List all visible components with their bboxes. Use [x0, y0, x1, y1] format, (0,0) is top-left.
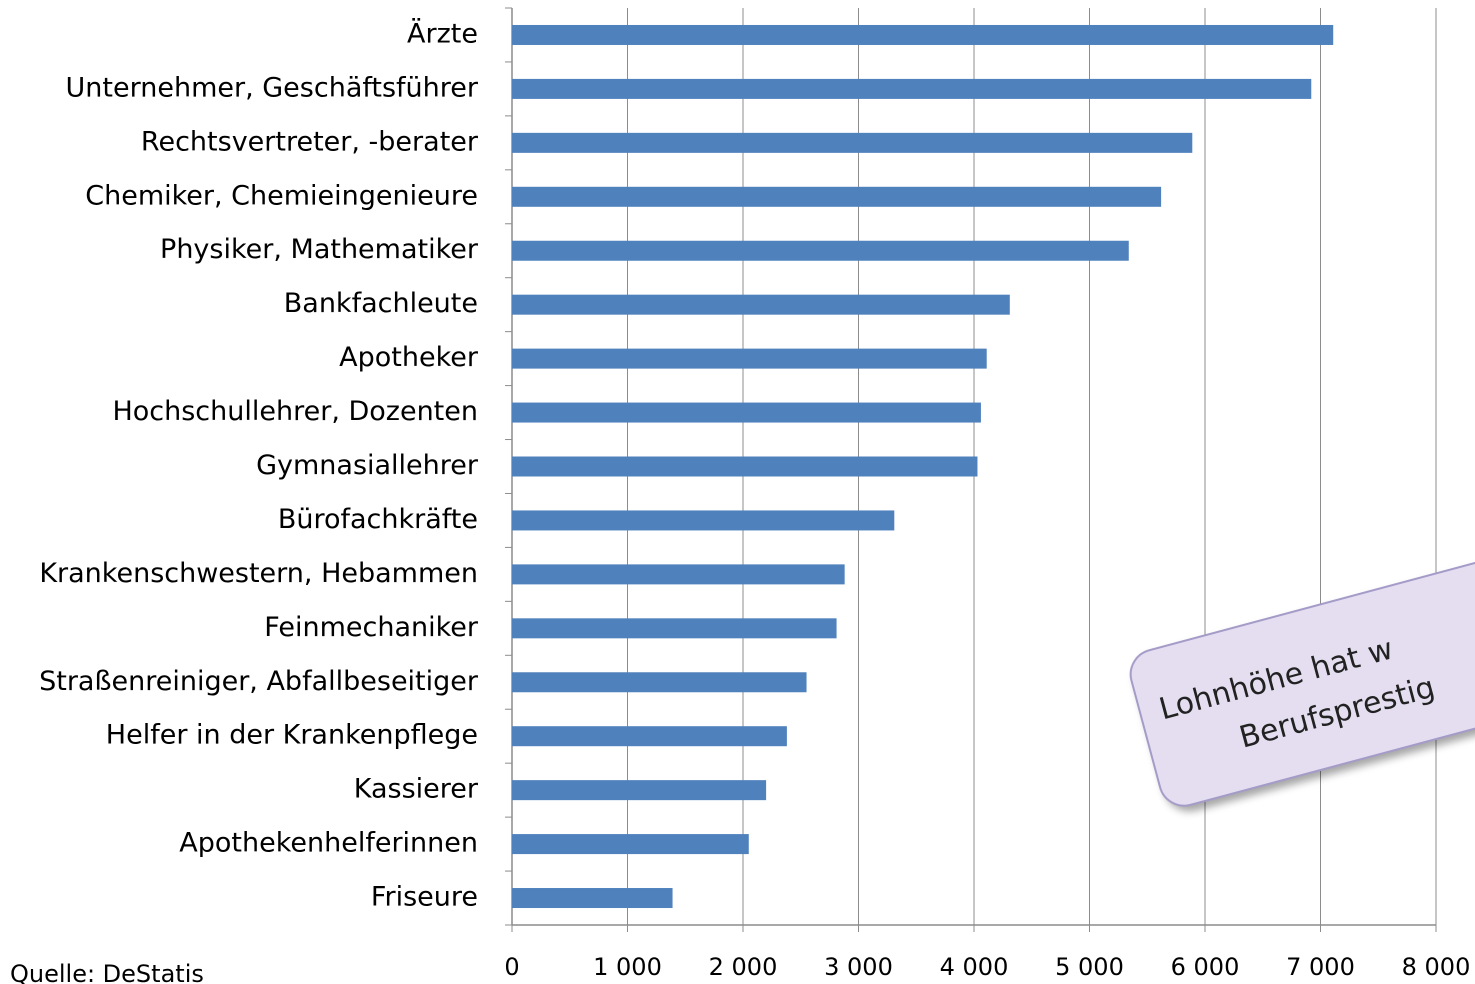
bar — [512, 618, 837, 639]
bar — [512, 240, 1129, 261]
x-tick-label: 4 000 — [940, 953, 1009, 981]
annotation-shape — [1129, 552, 1475, 807]
bar — [512, 132, 1193, 153]
y-tick-label: Hochschullehrer, Dozenten — [112, 396, 478, 427]
x-tick-label: 2 000 — [709, 953, 778, 981]
y-tick-label: Bürofachkräfte — [278, 504, 478, 535]
y-tick-label: Apotheker — [339, 342, 479, 373]
y-tick-label: Krankenschwestern, Hebammen — [39, 558, 478, 589]
bar — [512, 834, 749, 855]
bar — [512, 402, 981, 423]
bar — [512, 510, 895, 531]
bar — [512, 780, 767, 801]
bar — [512, 348, 987, 369]
y-tick-label: Apothekenhelferinnen — [179, 828, 478, 859]
x-tick-label: 6 000 — [1171, 953, 1240, 981]
y-tick-label: Straßenreiniger, Abfallbeseitiger — [39, 666, 479, 697]
x-tick-label: 7 000 — [1286, 953, 1355, 981]
y-tick-label: Unternehmer, Geschäftsführer — [66, 72, 479, 103]
bar — [512, 888, 673, 909]
bar — [512, 726, 787, 747]
y-tick-label: Feinmechaniker — [264, 612, 479, 643]
bar — [512, 78, 1312, 99]
x-tick-label: 0 — [504, 953, 519, 981]
x-tick-label: 5 000 — [1055, 953, 1124, 981]
bar — [512, 564, 845, 585]
y-tick-label: Rechtsvertreter, -berater — [141, 126, 479, 157]
bar — [512, 24, 1334, 45]
y-tick-label: Helfer in der Krankenpflege — [106, 720, 478, 751]
annotation-box: Lohnhöhe hat w Berufsprestig — [1129, 552, 1475, 807]
x-tick-label: 3 000 — [824, 953, 893, 981]
y-tick-label: Friseure — [371, 882, 478, 913]
bar — [512, 186, 1162, 207]
source-note: Quelle: DeStatis — [10, 960, 204, 984]
y-tick-label: Gymnasiallehrer — [256, 450, 479, 481]
y-tick-label: Ärzte — [407, 17, 478, 49]
bar — [512, 456, 978, 477]
y-tick-label: Chemiker, Chemieingenieure — [85, 180, 478, 211]
y-tick-label: Bankfachleute — [284, 288, 478, 319]
y-tick-label: Kassierer — [354, 774, 479, 805]
plot-area: 0 1 000 2 000 3 000 4 000 5 000 6 000 7 000 8 00… — [39, 7, 1471, 981]
x-tick-label: 1 000 — [593, 953, 662, 981]
bar — [512, 672, 807, 693]
y-tick-label: Physiker, Mathematiker — [160, 234, 479, 265]
bar — [512, 294, 1010, 315]
x-tick-label: 8 000 — [1402, 953, 1471, 981]
